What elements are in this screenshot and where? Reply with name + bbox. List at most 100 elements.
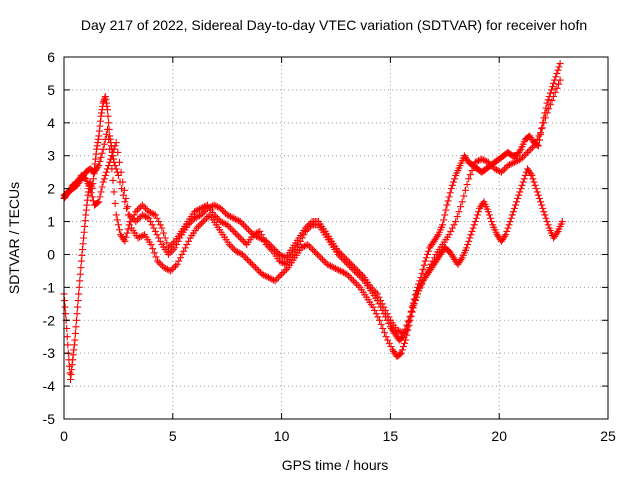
- data-point: [223, 221, 231, 229]
- data-point: [71, 329, 79, 337]
- series-trace-b: [60, 92, 566, 384]
- data-point: [520, 152, 528, 160]
- data-point: [385, 320, 393, 328]
- data-point: [97, 188, 105, 196]
- data-point: [401, 339, 409, 347]
- data-point: [226, 213, 234, 221]
- data-point: [396, 328, 404, 336]
- data-point: [413, 290, 421, 298]
- y-tick-labels: -5 -4 -3 -2 -1 0 1 2 3 4 5 6: [43, 49, 56, 427]
- data-point: [470, 221, 478, 229]
- data-point: [114, 221, 122, 229]
- data-point: [299, 243, 307, 251]
- data-point: [154, 257, 162, 265]
- data-point: [73, 316, 81, 324]
- data-point: [472, 214, 480, 222]
- data-point: [269, 244, 277, 252]
- data-point: [543, 218, 551, 226]
- data-point: [554, 66, 562, 74]
- data-point: [119, 178, 127, 186]
- data-point: [504, 162, 512, 170]
- data-point: [545, 105, 553, 113]
- data-point: [156, 237, 164, 245]
- data-point: [230, 214, 238, 222]
- data-point: [192, 207, 200, 215]
- data-point: [398, 329, 406, 337]
- y-tick-label: 1: [47, 214, 55, 230]
- data-point: [378, 300, 386, 308]
- data-point: [302, 224, 310, 232]
- data-point: [339, 252, 347, 260]
- data-point: [160, 264, 168, 272]
- y-tick-label: 5: [47, 82, 55, 98]
- data-point: [309, 246, 317, 254]
- data-point: [479, 156, 487, 164]
- data-point: [485, 211, 493, 219]
- data-point: [112, 139, 120, 147]
- data-point: [513, 198, 521, 206]
- data-point: [370, 287, 378, 295]
- data-point: [176, 254, 184, 262]
- data-point: [537, 198, 545, 206]
- data-point: [357, 270, 365, 278]
- data-point: [196, 221, 204, 229]
- data-point: [327, 262, 335, 270]
- data-point: [95, 198, 103, 206]
- data-point: [527, 145, 535, 153]
- data-point: [236, 218, 244, 226]
- data-point: [104, 112, 112, 120]
- data-point: [520, 175, 528, 183]
- data-point: [136, 233, 144, 241]
- data-point: [278, 270, 286, 278]
- data-point: [548, 97, 556, 105]
- data-point: [178, 250, 186, 258]
- data-point: [470, 162, 478, 170]
- data-point: [143, 213, 151, 221]
- data-point: [491, 165, 499, 173]
- data-point: [169, 246, 177, 254]
- data-point: [229, 244, 237, 252]
- data-point: [463, 181, 471, 189]
- data-point: [213, 214, 221, 222]
- data-point: [541, 114, 549, 122]
- data-point: [66, 369, 74, 377]
- data-point: [187, 218, 195, 226]
- data-point: [247, 259, 255, 267]
- data-point: [486, 160, 494, 168]
- data-point: [467, 231, 475, 239]
- data-point: [194, 206, 202, 214]
- data-point: [465, 237, 473, 245]
- data-point: [63, 333, 71, 341]
- data-point: [99, 178, 107, 186]
- data-point: [535, 195, 543, 203]
- data-point: [74, 297, 82, 305]
- data-point: [451, 175, 459, 183]
- data-point: [139, 232, 147, 240]
- data-point: [408, 307, 416, 315]
- y-tick-label: 3: [47, 148, 55, 164]
- data-point: [550, 92, 558, 100]
- data-point: [442, 206, 450, 214]
- data-point: [450, 221, 458, 229]
- data-point: [220, 219, 228, 227]
- data-point: [519, 178, 527, 186]
- x-axis-label: GPS time / hours: [282, 457, 389, 473]
- data-point: [97, 153, 105, 161]
- data-point: [501, 165, 509, 173]
- data-point: [277, 258, 285, 266]
- data-point: [468, 167, 476, 175]
- data-point: [233, 231, 241, 239]
- y-tick-label: -4: [43, 378, 56, 394]
- data-point: [153, 214, 161, 222]
- data-point: [512, 201, 520, 209]
- data-point: [150, 249, 158, 257]
- data-point: [123, 204, 131, 212]
- data-point: [269, 276, 277, 284]
- data-point: [240, 221, 248, 229]
- data-point: [235, 232, 243, 240]
- data-point: [173, 241, 181, 249]
- data-point: [367, 283, 375, 291]
- data-point: [61, 297, 69, 305]
- data-point: [168, 265, 176, 273]
- data-point: [264, 239, 272, 247]
